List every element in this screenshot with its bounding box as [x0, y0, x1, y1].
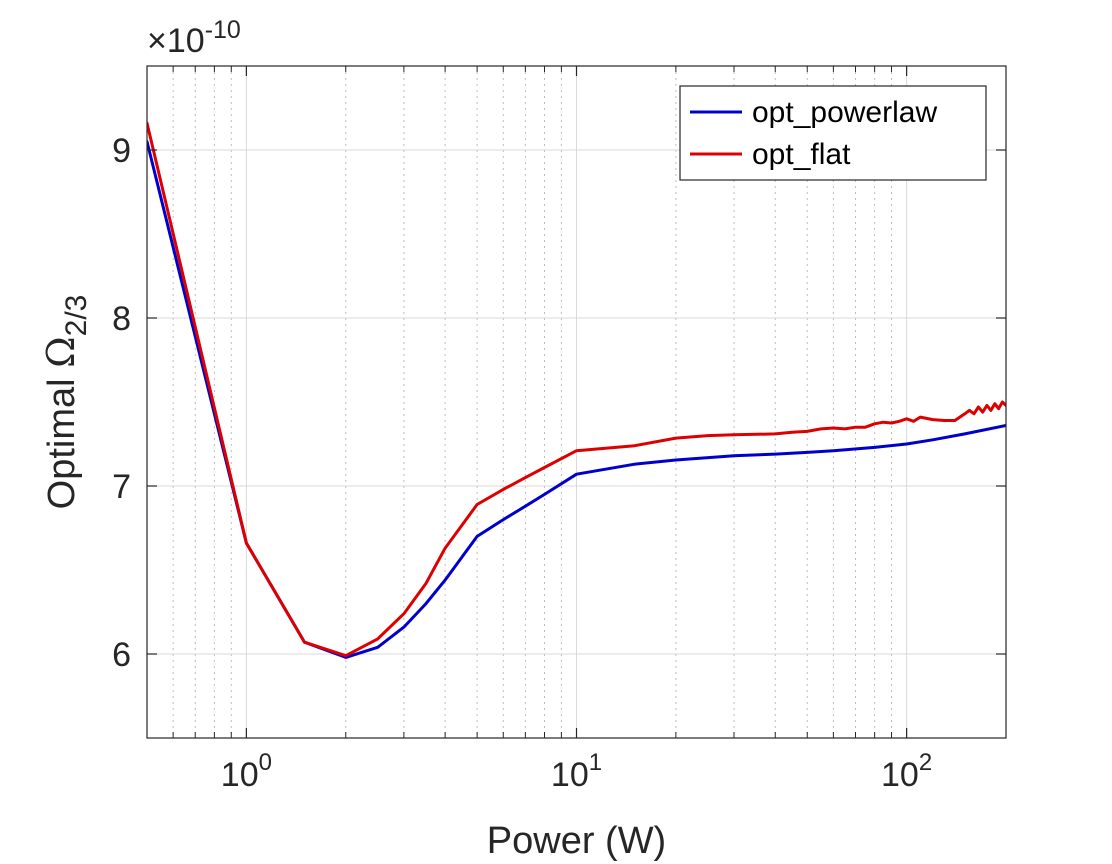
- x-tick-label: 100: [221, 749, 272, 794]
- x-tick-base: 10: [221, 756, 259, 794]
- legend-box: [679, 85, 987, 181]
- y-tick-label: 6: [112, 636, 131, 674]
- legend-label: opt_powerlaw: [752, 96, 937, 129]
- series-line-opt_powerlaw: [147, 140, 1006, 659]
- y-axis-label-subscript: 2/3: [60, 295, 93, 337]
- y-tick-label: 7: [112, 468, 131, 506]
- y-axis-multiplier: ×10-10: [147, 16, 241, 60]
- y-tick-label: 8: [112, 300, 131, 338]
- x-tick-exponent: 2: [919, 749, 932, 776]
- minor-grid: [172, 66, 893, 738]
- x-tick-label: 101: [551, 749, 602, 794]
- x-tick-base: 10: [551, 756, 589, 794]
- y-multiplier-base: ×10: [147, 22, 205, 60]
- x-tick-exponent: 1: [589, 749, 602, 776]
- series-layer: [147, 121, 1006, 659]
- legend: opt_powerlaw opt_flat: [679, 85, 987, 181]
- x-axis-label: Power (W): [487, 820, 666, 862]
- x-tick-label: 102: [881, 749, 932, 794]
- series-line-opt_flat: [147, 121, 1006, 658]
- axis-ticks: [147, 66, 1006, 738]
- y-multiplier-exponent: -10: [205, 16, 241, 44]
- x-tick-base: 10: [881, 756, 919, 794]
- y-axis-label-symbol: Ω: [39, 336, 83, 368]
- legend-label: opt_flat: [752, 138, 851, 171]
- y-axis-label-prefix: Optimal: [41, 368, 83, 509]
- x-tick-labels: 100 101 102: [221, 749, 932, 794]
- y-axis-label: Optimal Ω2/3: [39, 295, 93, 510]
- y-tick-label: 9: [112, 132, 131, 170]
- x-tick-exponent: 0: [259, 749, 272, 776]
- y-tick-labels: 6 7 8 9: [112, 132, 131, 674]
